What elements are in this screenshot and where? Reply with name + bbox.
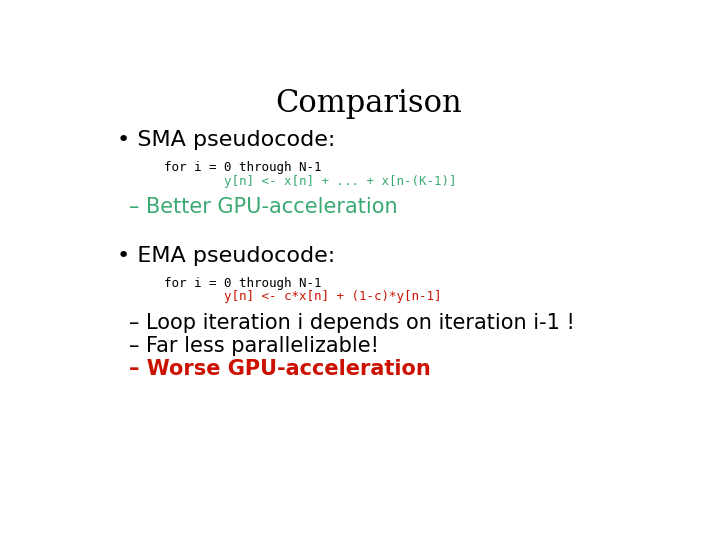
Text: Comparison: Comparison bbox=[276, 88, 462, 119]
Text: – Worse GPU-acceleration: – Worse GPU-acceleration bbox=[129, 359, 431, 379]
Text: – Far less parallelizable!: – Far less parallelizable! bbox=[129, 336, 379, 356]
Text: for i = 0 through N-1: for i = 0 through N-1 bbox=[163, 276, 321, 289]
Text: – Better GPU-acceleration: – Better GPU-acceleration bbox=[129, 197, 397, 217]
Text: y[n] <- x[n] + ... + x[n-(K-1)]: y[n] <- x[n] + ... + x[n-(K-1)] bbox=[163, 175, 456, 188]
Text: – Loop iteration i depends on iteration i-1 !: – Loop iteration i depends on iteration … bbox=[129, 313, 575, 333]
Text: y[n] <- c*x[n] + (1-c)*y[n-1]: y[n] <- c*x[n] + (1-c)*y[n-1] bbox=[163, 291, 441, 303]
Text: for i = 0 through N-1: for i = 0 through N-1 bbox=[163, 161, 321, 174]
Text: • SMA pseudocode:: • SMA pseudocode: bbox=[117, 130, 336, 150]
Text: • EMA pseudocode:: • EMA pseudocode: bbox=[117, 246, 336, 266]
